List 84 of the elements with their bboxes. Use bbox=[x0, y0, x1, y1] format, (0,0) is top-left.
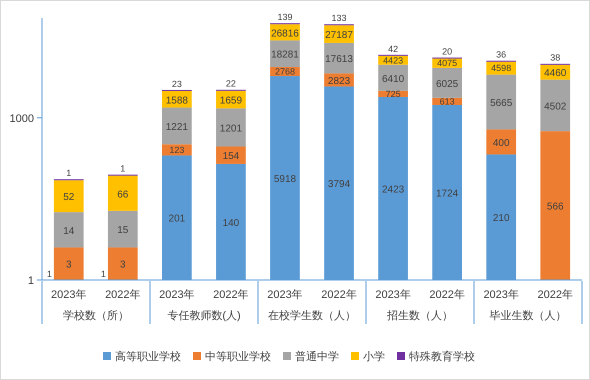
x-tick-label: 2023年 bbox=[375, 289, 411, 301]
bar bbox=[108, 176, 138, 211]
data-label: 1 bbox=[120, 163, 126, 174]
bar bbox=[54, 180, 84, 212]
data-label: 6025 bbox=[436, 78, 459, 90]
data-label: 613 bbox=[440, 96, 455, 106]
data-label: 3 bbox=[120, 260, 126, 271]
bar bbox=[486, 129, 516, 154]
data-label: 123 bbox=[169, 144, 184, 155]
data-label: 14 bbox=[63, 226, 75, 237]
data-label: 400 bbox=[492, 138, 510, 149]
text: 专任教师数(人) bbox=[167, 309, 241, 322]
bar bbox=[216, 108, 246, 147]
data-label: 6410 bbox=[382, 74, 405, 85]
data-label: 140 bbox=[222, 218, 240, 229]
bar bbox=[108, 210, 138, 248]
bar bbox=[324, 42, 354, 74]
bar bbox=[162, 108, 192, 144]
data-label: 15 bbox=[117, 225, 129, 236]
text: 在校学生数（人） bbox=[268, 309, 356, 322]
x-tick-label: 2023年 bbox=[267, 289, 303, 301]
x-tick-label: 2022年 bbox=[429, 289, 465, 301]
legend-label: 高等职业学校 bbox=[115, 350, 181, 363]
text: 招生数（人） bbox=[386, 309, 453, 322]
data-label: 18281 bbox=[271, 50, 300, 61]
data-label: 1724 bbox=[436, 188, 459, 200]
data-label: 210 bbox=[492, 213, 510, 224]
data-label: 20 bbox=[442, 46, 452, 57]
x-tick-label: 2023年 bbox=[159, 289, 195, 301]
data-label: 139 bbox=[277, 12, 292, 22]
data-label: 22 bbox=[226, 78, 236, 89]
x-tick-label: 2022年 bbox=[105, 289, 141, 301]
bar bbox=[540, 131, 570, 280]
data-label: 4460 bbox=[544, 68, 567, 80]
legend-label: 小学 bbox=[363, 350, 385, 363]
x-tick-label: 2022年 bbox=[321, 289, 357, 301]
data-label: 4502 bbox=[544, 101, 567, 112]
data-label: 2768 bbox=[274, 66, 295, 77]
data-label: 4423 bbox=[383, 55, 404, 66]
data-label: 2423 bbox=[382, 184, 405, 196]
data-label: 23 bbox=[172, 78, 182, 89]
data-label: 154 bbox=[222, 151, 240, 162]
bar bbox=[54, 247, 84, 280]
legend-label: 特殊教育学校 bbox=[409, 350, 475, 363]
data-label: 26816 bbox=[271, 28, 300, 40]
data-label: 1 bbox=[46, 269, 52, 279]
bar bbox=[216, 146, 246, 164]
data-label: 133 bbox=[332, 13, 347, 24]
data-label: 66 bbox=[117, 189, 129, 200]
data-label: 1659 bbox=[220, 96, 242, 107]
x-tick-label: 2023年 bbox=[51, 289, 86, 301]
text: 学校数（所） bbox=[63, 309, 129, 322]
y-tick-label: 1000 bbox=[10, 112, 34, 125]
data-label: 1588 bbox=[166, 95, 188, 106]
data-label: 5665 bbox=[490, 98, 513, 110]
x-tick-label: 2022年 bbox=[538, 289, 573, 301]
data-label: 1201 bbox=[220, 123, 242, 134]
data-label: 201 bbox=[168, 214, 186, 225]
data-label: 5918 bbox=[274, 174, 297, 186]
data-label: 52 bbox=[63, 192, 75, 204]
x-tick-label: 2022年 bbox=[213, 289, 249, 301]
bar bbox=[486, 74, 516, 130]
legend-label: 普通中学 bbox=[295, 350, 339, 363]
x-tick-label: 2023年 bbox=[483, 289, 519, 301]
text: 毕业生数（人） bbox=[490, 309, 566, 322]
data-label: 1 bbox=[100, 269, 106, 279]
data-label: 3794 bbox=[328, 179, 351, 190]
data-label: 1221 bbox=[166, 122, 188, 133]
legend-label: 中等职业学校 bbox=[205, 350, 271, 363]
data-label: 17613 bbox=[325, 54, 354, 66]
data-label: 3 bbox=[66, 260, 72, 271]
data-label: 42 bbox=[388, 44, 398, 54]
data-label: 38 bbox=[550, 52, 560, 63]
data-label: 1 bbox=[66, 168, 72, 178]
data-label: 36 bbox=[496, 50, 506, 60]
data-label: 566 bbox=[546, 202, 564, 213]
data-label: 4598 bbox=[491, 63, 512, 74]
bar bbox=[108, 247, 138, 280]
data-label: 725 bbox=[386, 88, 401, 99]
bar bbox=[540, 80, 570, 132]
data-label: 4075 bbox=[437, 58, 458, 68]
data-label: 2823 bbox=[328, 76, 351, 87]
data-label: 27187 bbox=[325, 30, 354, 42]
bar bbox=[54, 212, 84, 248]
